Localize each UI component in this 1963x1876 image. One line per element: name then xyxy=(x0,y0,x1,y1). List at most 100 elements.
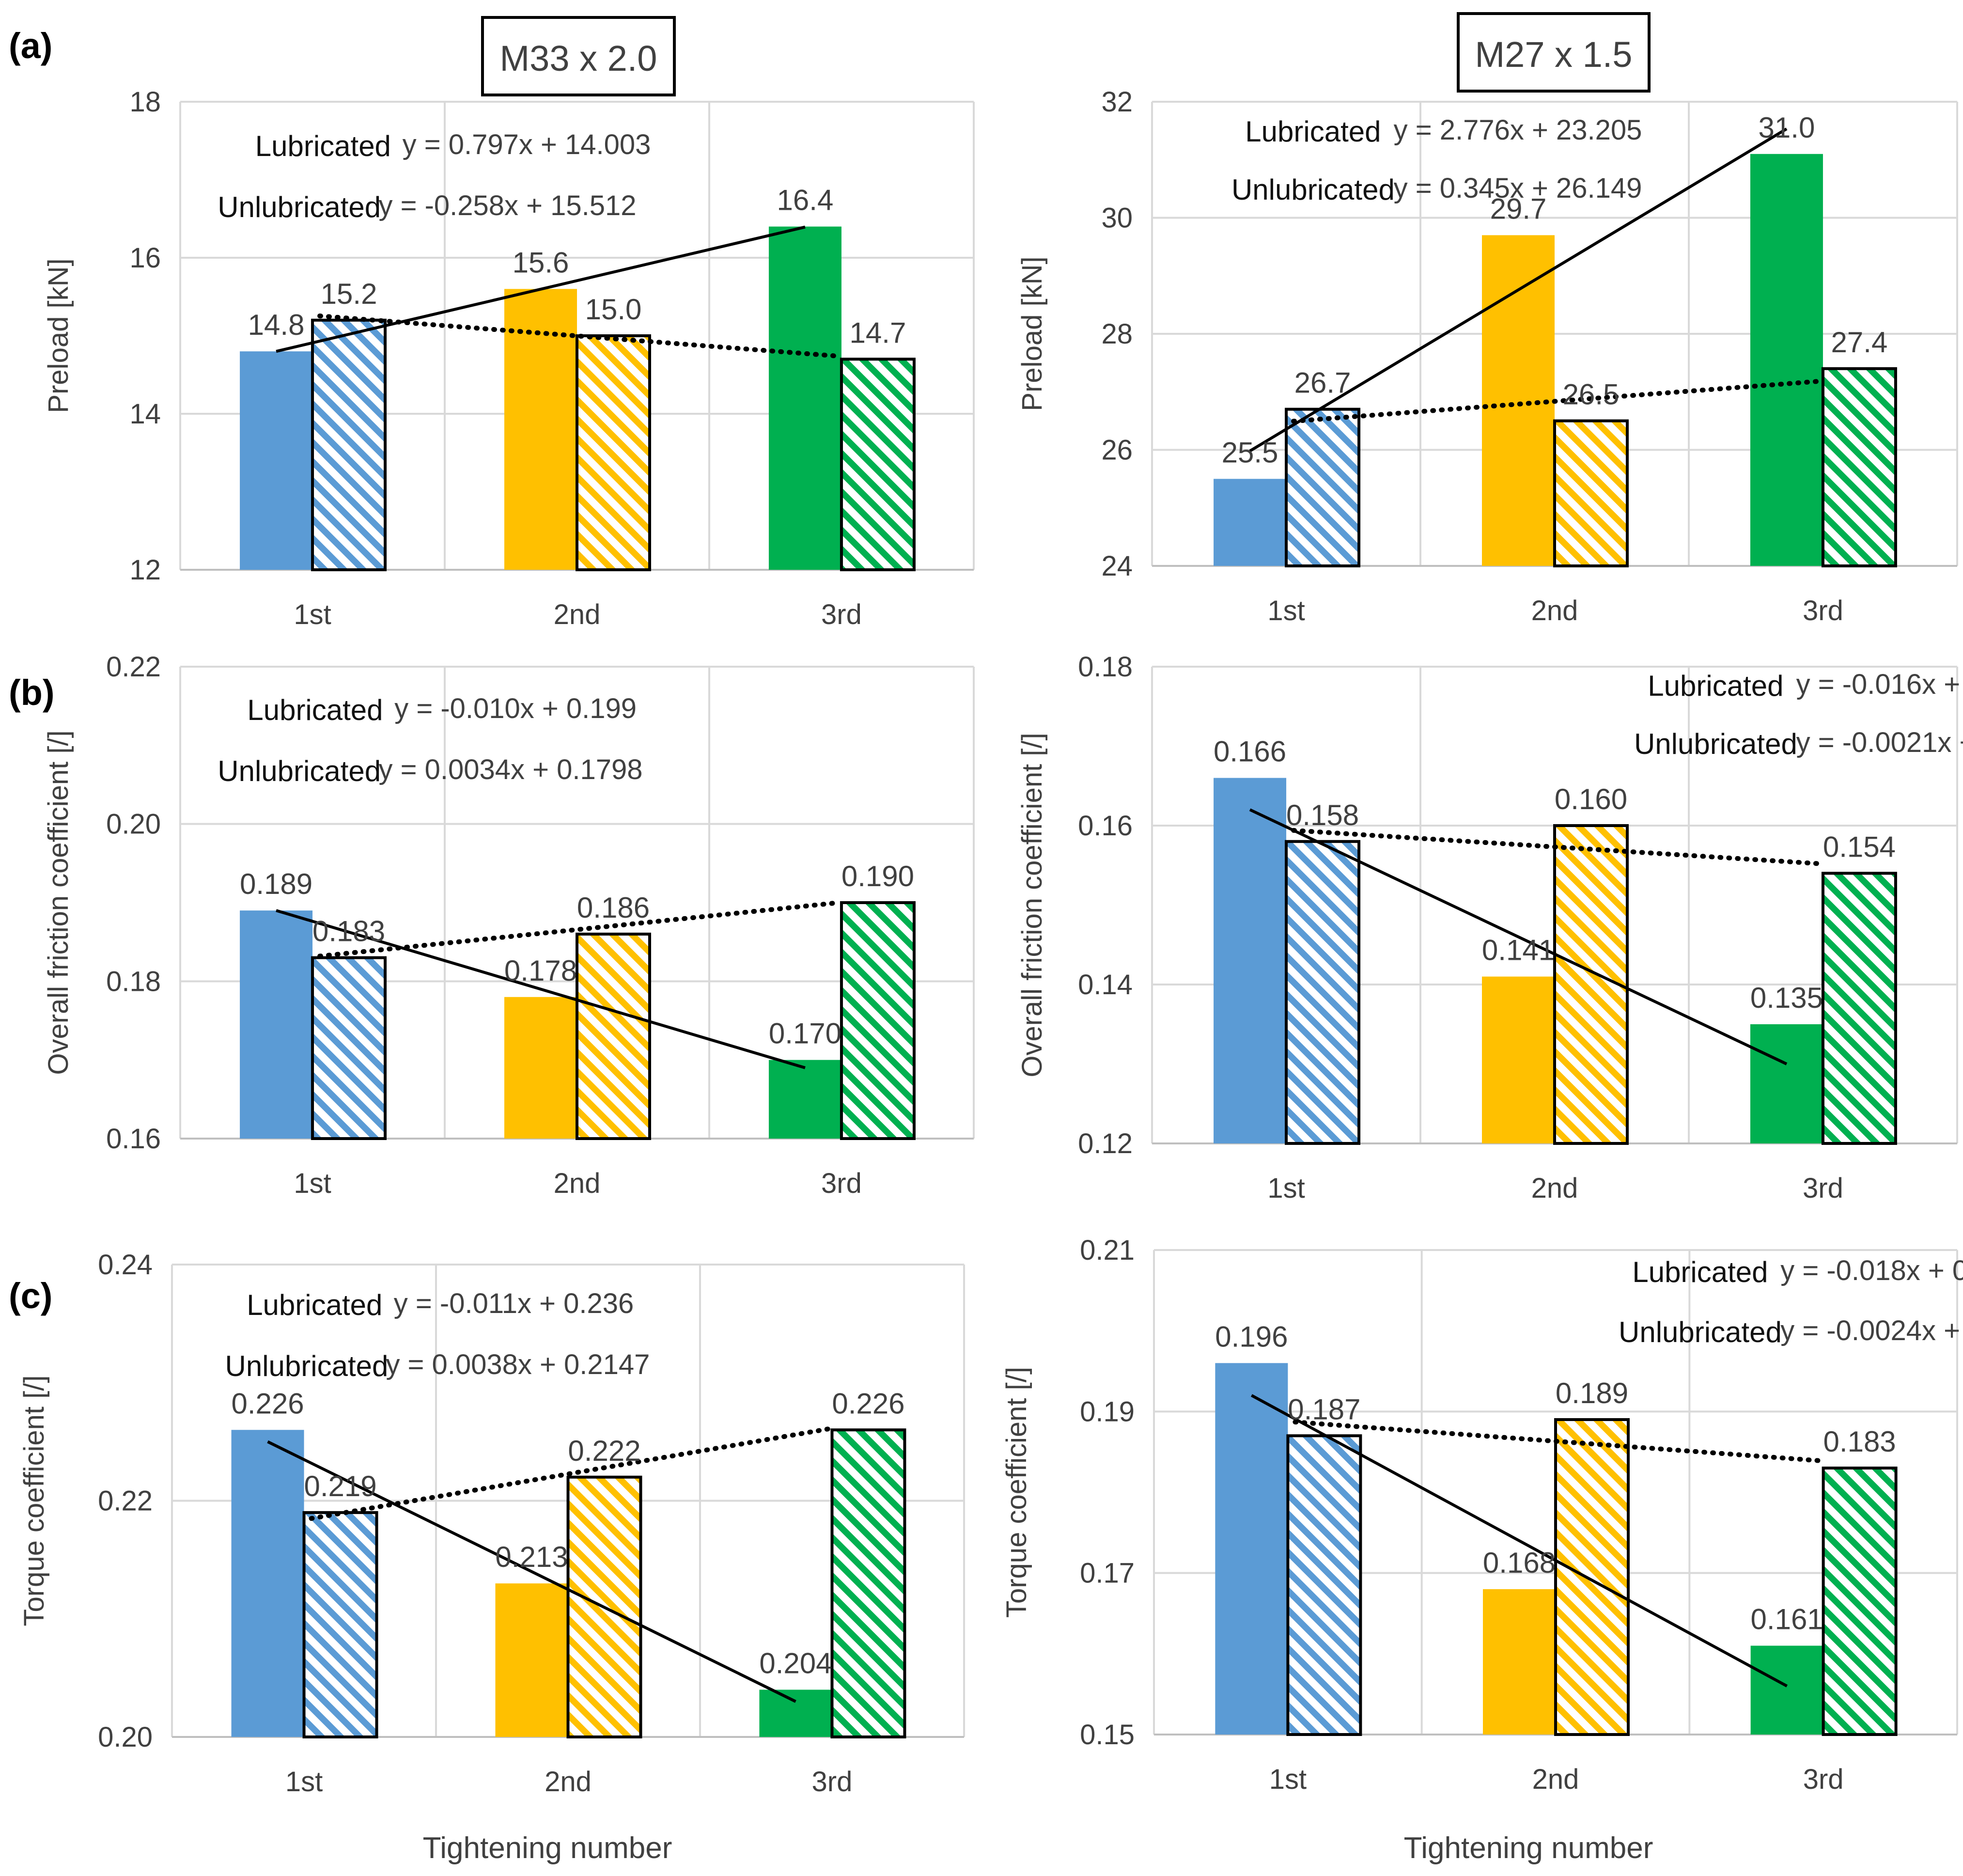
panel-label-b: (b) xyxy=(9,672,55,713)
equation-unlubricated: y = 0.345x + 26.149 xyxy=(1394,172,1642,204)
data-label-unlubricated: 15.0 xyxy=(585,293,642,326)
x-tick-label: 3rd xyxy=(1803,1172,1843,1204)
y-tick-label: 0.16 xyxy=(106,1123,161,1155)
y-tick-label: 0.22 xyxy=(98,1485,153,1517)
x-tick-label: 2nd xyxy=(1531,1172,1578,1204)
data-label-lubricated: 29.7 xyxy=(1490,192,1547,225)
x-tick-label: 1st xyxy=(1267,1172,1305,1204)
equation-lubricated: y = -0.016x + 0.178 xyxy=(1796,669,1963,700)
bar-unlubricated xyxy=(576,932,651,1141)
trendline-unlubricated xyxy=(317,313,841,359)
legend-unlubricated: Unlubricated xyxy=(218,755,381,787)
legend-lubricated: Lubricated xyxy=(1245,115,1381,148)
chart-preload-m33: 12 14 16 18 1st 2nd 3rd Preload [kN] 14.8 15.2 15.… xyxy=(43,86,975,630)
chart-friction-m33: 0.16 0.18 0.20 0.22 1st 2nd 3rd Overall frictio… xyxy=(43,651,975,1199)
data-label-unlubricated: 14.7 xyxy=(850,316,906,349)
y-tick-label: 0.15 xyxy=(1080,1719,1135,1751)
chart-preload-m27: 24 26 28 30 32 1st 2nd 3rd Preload [kN] 25.5 26.7 2… xyxy=(1016,86,1958,626)
equation-unlubricated: y = -0.0024x + 0.1911 xyxy=(1780,1315,1963,1346)
x-tick-label: 2nd xyxy=(1532,1764,1579,1795)
y-tick-label: 0.19 xyxy=(1080,1396,1135,1427)
data-label-unlubricated: 0.219 xyxy=(304,1470,376,1502)
bar-unlubricated xyxy=(1822,1467,1898,1736)
y-tick-label: 12 xyxy=(129,554,161,586)
y-tick-label: 28 xyxy=(1101,318,1133,350)
bar-unlubricated xyxy=(840,358,916,571)
x-tick-label: 3rd xyxy=(1803,595,1843,626)
trendline-lubricated xyxy=(267,1440,796,1703)
column-title-left: M33 x 2.0 xyxy=(481,16,676,96)
panel-label-c: (c) xyxy=(9,1276,52,1316)
x-tick-label: 1st xyxy=(294,1168,331,1199)
data-label-lubricated: 0.166 xyxy=(1214,735,1286,768)
chart-torque-m33: 0.20 0.22 0.24 1st 2nd 3rd Torque coefficient … xyxy=(18,1249,965,1798)
x-tick-label: 2nd xyxy=(554,1168,601,1199)
bar-lubricated xyxy=(504,289,577,570)
column-title-right: M27 x 1.5 xyxy=(1457,12,1651,93)
x-tick-label: 1st xyxy=(294,599,331,630)
trendline-unlubricated xyxy=(309,1426,832,1521)
x-tick-label: 1st xyxy=(1269,1764,1307,1795)
panel-label-a: (a) xyxy=(9,26,52,66)
legend-unlubricated: Unlubricated xyxy=(218,191,381,223)
data-label-unlubricated: 15.2 xyxy=(321,278,377,310)
bar-lubricated xyxy=(240,910,313,1139)
bar-lubricated xyxy=(1482,235,1555,566)
trendline-unlubricated xyxy=(317,900,841,959)
bar-unlubricated xyxy=(1821,872,1897,1145)
y-tick-label: 0.22 xyxy=(106,651,161,683)
data-label-unlubricated: 0.187 xyxy=(1288,1393,1360,1425)
y-tick-label: 32 xyxy=(1101,86,1133,118)
equation-lubricated: y = 2.776x + 23.205 xyxy=(1394,114,1642,146)
y-axis-label: Preload [kN] xyxy=(43,258,74,413)
y-tick-label: 0.16 xyxy=(1078,810,1133,842)
data-label-unlubricated: 0.222 xyxy=(568,1435,640,1467)
y-tick-label: 0.18 xyxy=(1078,651,1133,683)
y-tick-label: 0.20 xyxy=(98,1721,153,1753)
data-label-lubricated: 0.226 xyxy=(231,1387,304,1420)
y-axis-label: Torque coefficient [/] xyxy=(1001,1367,1032,1618)
x-tick-label: 1st xyxy=(1267,595,1305,626)
x-axis-title-right: Tightening number xyxy=(1404,1831,1653,1865)
trendline-lubricated xyxy=(276,909,806,1069)
x-tick-label: 3rd xyxy=(812,1766,853,1798)
trendline-lubricated xyxy=(276,225,806,353)
bar-unlubricated xyxy=(830,1428,906,1738)
legend-unlubricated: Unlubricated xyxy=(1231,173,1395,206)
bar-lubricated xyxy=(504,997,577,1139)
bar-lubricated xyxy=(231,1430,304,1737)
column-title-left-text: M33 x 2.0 xyxy=(500,38,657,78)
bar-lubricated xyxy=(1750,1024,1823,1143)
bar-unlubricated xyxy=(1286,1434,1362,1736)
x-tick-label: 3rd xyxy=(821,599,862,630)
y-tick-label: 24 xyxy=(1101,550,1133,582)
equation-unlubricated: y = -0.258x + 15.512 xyxy=(379,190,637,221)
data-label-unlubricated: 0.158 xyxy=(1286,799,1359,831)
y-tick-label: 0.24 xyxy=(98,1249,153,1281)
equation-lubricated: y = -0.011x + 0.236 xyxy=(394,1288,634,1319)
legend-unlubricated: Unlubricated xyxy=(1619,1316,1782,1348)
trendline-unlubricated xyxy=(1291,378,1823,424)
data-label-unlubricated: 0.226 xyxy=(832,1387,904,1420)
bar-lubricated xyxy=(495,1583,568,1737)
equation-lubricated: y = -0.010x + 0.199 xyxy=(394,693,637,724)
data-label-lubricated: 0.189 xyxy=(240,868,312,900)
chart-friction-m27: 0.12 0.14 0.16 0.18 1st 2nd 3rd Overall frictio… xyxy=(1016,651,1963,1204)
chart-torque-m27: 0.15 0.17 0.19 0.21 1st 2nd 3rd Torque coeffici… xyxy=(1001,1235,1963,1795)
data-label-unlubricated: 0.189 xyxy=(1556,1377,1628,1409)
y-tick-label: 0.17 xyxy=(1080,1558,1135,1589)
bar-lubricated xyxy=(1750,154,1823,566)
y-axis-label: Overall friction coefficient [/] xyxy=(1016,733,1048,1077)
bar-lubricated xyxy=(768,226,841,570)
y-tick-label: 0.18 xyxy=(106,966,161,997)
column-title-right-text: M27 x 1.5 xyxy=(1475,34,1633,75)
y-axis-label: Preload [kN] xyxy=(1016,256,1048,411)
bar-lubricated xyxy=(1482,976,1555,1143)
bar-unlubricated xyxy=(840,901,916,1140)
data-label-lubricated: 0.135 xyxy=(1750,982,1823,1014)
x-tick-label: 3rd xyxy=(821,1168,862,1199)
trendline-unlubricated xyxy=(1291,828,1823,866)
bar-unlubricated xyxy=(311,956,387,1140)
bar-lubricated xyxy=(1214,479,1287,566)
y-tick-label: 18 xyxy=(129,86,161,118)
